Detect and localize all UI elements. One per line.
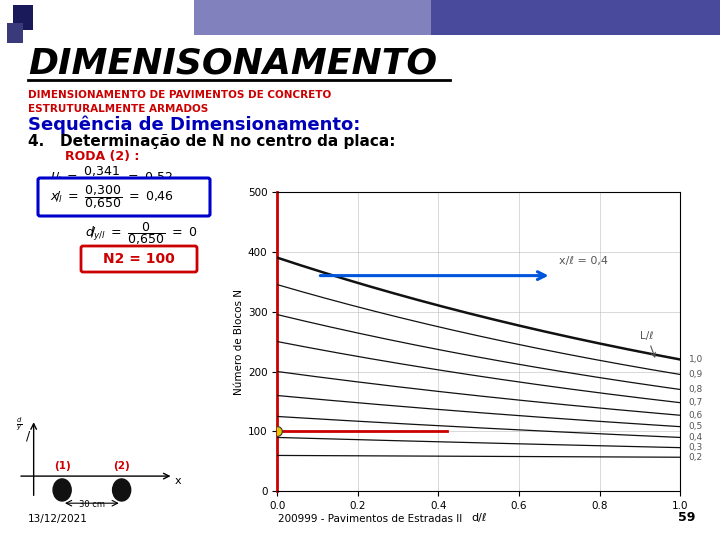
Text: 4.   Determinação de N no centro da placa:: 4. Determinação de N no centro da placa: bbox=[28, 134, 395, 149]
Text: 30 cm: 30 cm bbox=[79, 500, 105, 509]
Text: DIMENISONAMENTO: DIMENISONAMENTO bbox=[28, 46, 437, 80]
Text: $\mathit{d}\!/\!_{y/l}\ =\ \dfrac{0}{0{,}650}\ =\ 0$: $\mathit{d}\!/\!_{y/l}\ =\ \dfrac{0}{0{,… bbox=[85, 220, 197, 247]
Text: 200999 - Pavimentos de Estradas II: 200999 - Pavimentos de Estradas II bbox=[278, 514, 462, 524]
Text: $\frac{d}{y}$: $\frac{d}{y}$ bbox=[16, 416, 22, 433]
Text: (2): (2) bbox=[113, 461, 130, 470]
Text: RODA (2) :: RODA (2) : bbox=[65, 150, 140, 163]
Bar bbox=[194, 0, 720, 35]
Y-axis label: Número de Blocos N: Número de Blocos N bbox=[234, 288, 243, 395]
Text: 0,4: 0,4 bbox=[688, 433, 703, 442]
Text: 0,7: 0,7 bbox=[688, 398, 703, 407]
FancyBboxPatch shape bbox=[81, 246, 197, 272]
Text: 0,5: 0,5 bbox=[688, 422, 703, 431]
Text: 13/12/2021: 13/12/2021 bbox=[28, 514, 88, 524]
Text: 0,2: 0,2 bbox=[688, 453, 703, 462]
Text: 1,0: 1,0 bbox=[688, 355, 703, 364]
Text: Sequência de Dimensionamento:: Sequência de Dimensionamento: bbox=[28, 115, 361, 133]
Bar bbox=[7, 23, 23, 43]
Bar bbox=[194, 0, 431, 35]
Ellipse shape bbox=[112, 479, 131, 501]
Text: x/ℓ = 0,4: x/ℓ = 0,4 bbox=[559, 255, 608, 266]
Text: (1): (1) bbox=[54, 461, 71, 470]
Text: $\mathit{x}\!/\!_{l}\ =\ \dfrac{0{,}300}{0{,}650}\ =\ 0{,}46$: $\mathit{x}\!/\!_{l}\ =\ \dfrac{0{,}300}… bbox=[50, 183, 174, 211]
Text: DIMENSIONAMENTO DE PAVIMENTOS DE CONCRETO: DIMENSIONAMENTO DE PAVIMENTOS DE CONCRET… bbox=[28, 90, 331, 100]
Text: ESTRUTURALMENTE ARMADOS: ESTRUTURALMENTE ARMADOS bbox=[28, 104, 208, 114]
Text: N2 = 100: N2 = 100 bbox=[103, 252, 175, 266]
Text: /: / bbox=[27, 430, 31, 443]
Text: L/ℓ: L/ℓ bbox=[640, 330, 655, 357]
Text: 0,3: 0,3 bbox=[688, 443, 703, 452]
FancyBboxPatch shape bbox=[38, 178, 210, 216]
Text: 0,8: 0,8 bbox=[688, 385, 703, 394]
Text: 59: 59 bbox=[678, 511, 695, 524]
X-axis label: d/ℓ: d/ℓ bbox=[471, 512, 487, 523]
Text: $\mathit{L}\!/\!_{l}\ =\ \dfrac{0{,}341}{0{,}650}\ =\ 0{,}52$: $\mathit{L}\!/\!_{l}\ =\ \dfrac{0{,}341}… bbox=[50, 164, 173, 192]
Text: x: x bbox=[174, 476, 181, 486]
Bar bbox=[13, 5, 33, 30]
Text: 0,6: 0,6 bbox=[688, 411, 703, 420]
Text: 0,9: 0,9 bbox=[688, 370, 703, 379]
Ellipse shape bbox=[53, 479, 71, 501]
